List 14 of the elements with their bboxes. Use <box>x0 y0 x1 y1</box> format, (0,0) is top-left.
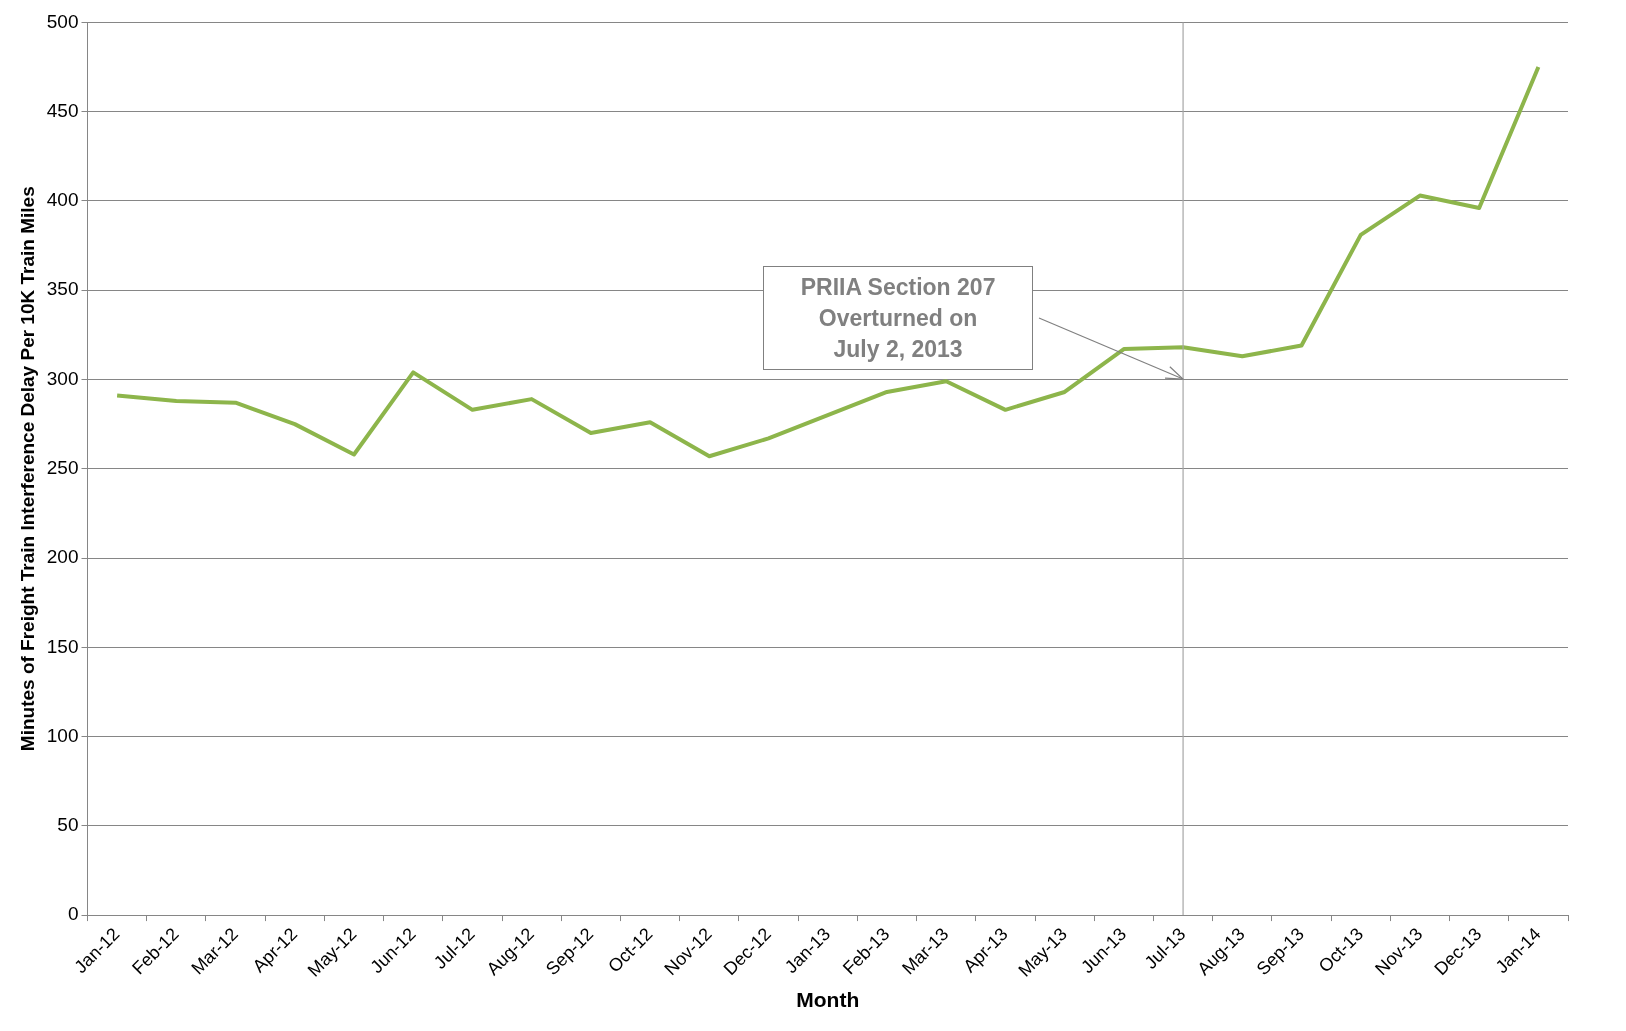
y-axis-title: Minutes of Freight Train Interference Delay Per 10K Train Miles <box>16 186 38 752</box>
y-tick-label: 100 <box>46 724 79 746</box>
y-tick-label: 450 <box>46 99 79 121</box>
y-tick-label: 300 <box>46 367 79 389</box>
y-tick-label: 250 <box>46 456 79 478</box>
y-tick-label: 350 <box>46 278 79 300</box>
y-tick-label: 150 <box>46 635 79 657</box>
y-tick-label: 50 <box>57 814 79 836</box>
y-tick-label: 400 <box>46 189 79 211</box>
y-tick-label: 500 <box>46 10 79 32</box>
y-tick-label: 200 <box>46 546 79 568</box>
annotation: PRIIA Section 207 Overturned on July 2, 2013 <box>799 273 997 365</box>
x-axis-title: Month <box>796 988 860 1012</box>
y-tick-label: 0 <box>67 903 79 925</box>
